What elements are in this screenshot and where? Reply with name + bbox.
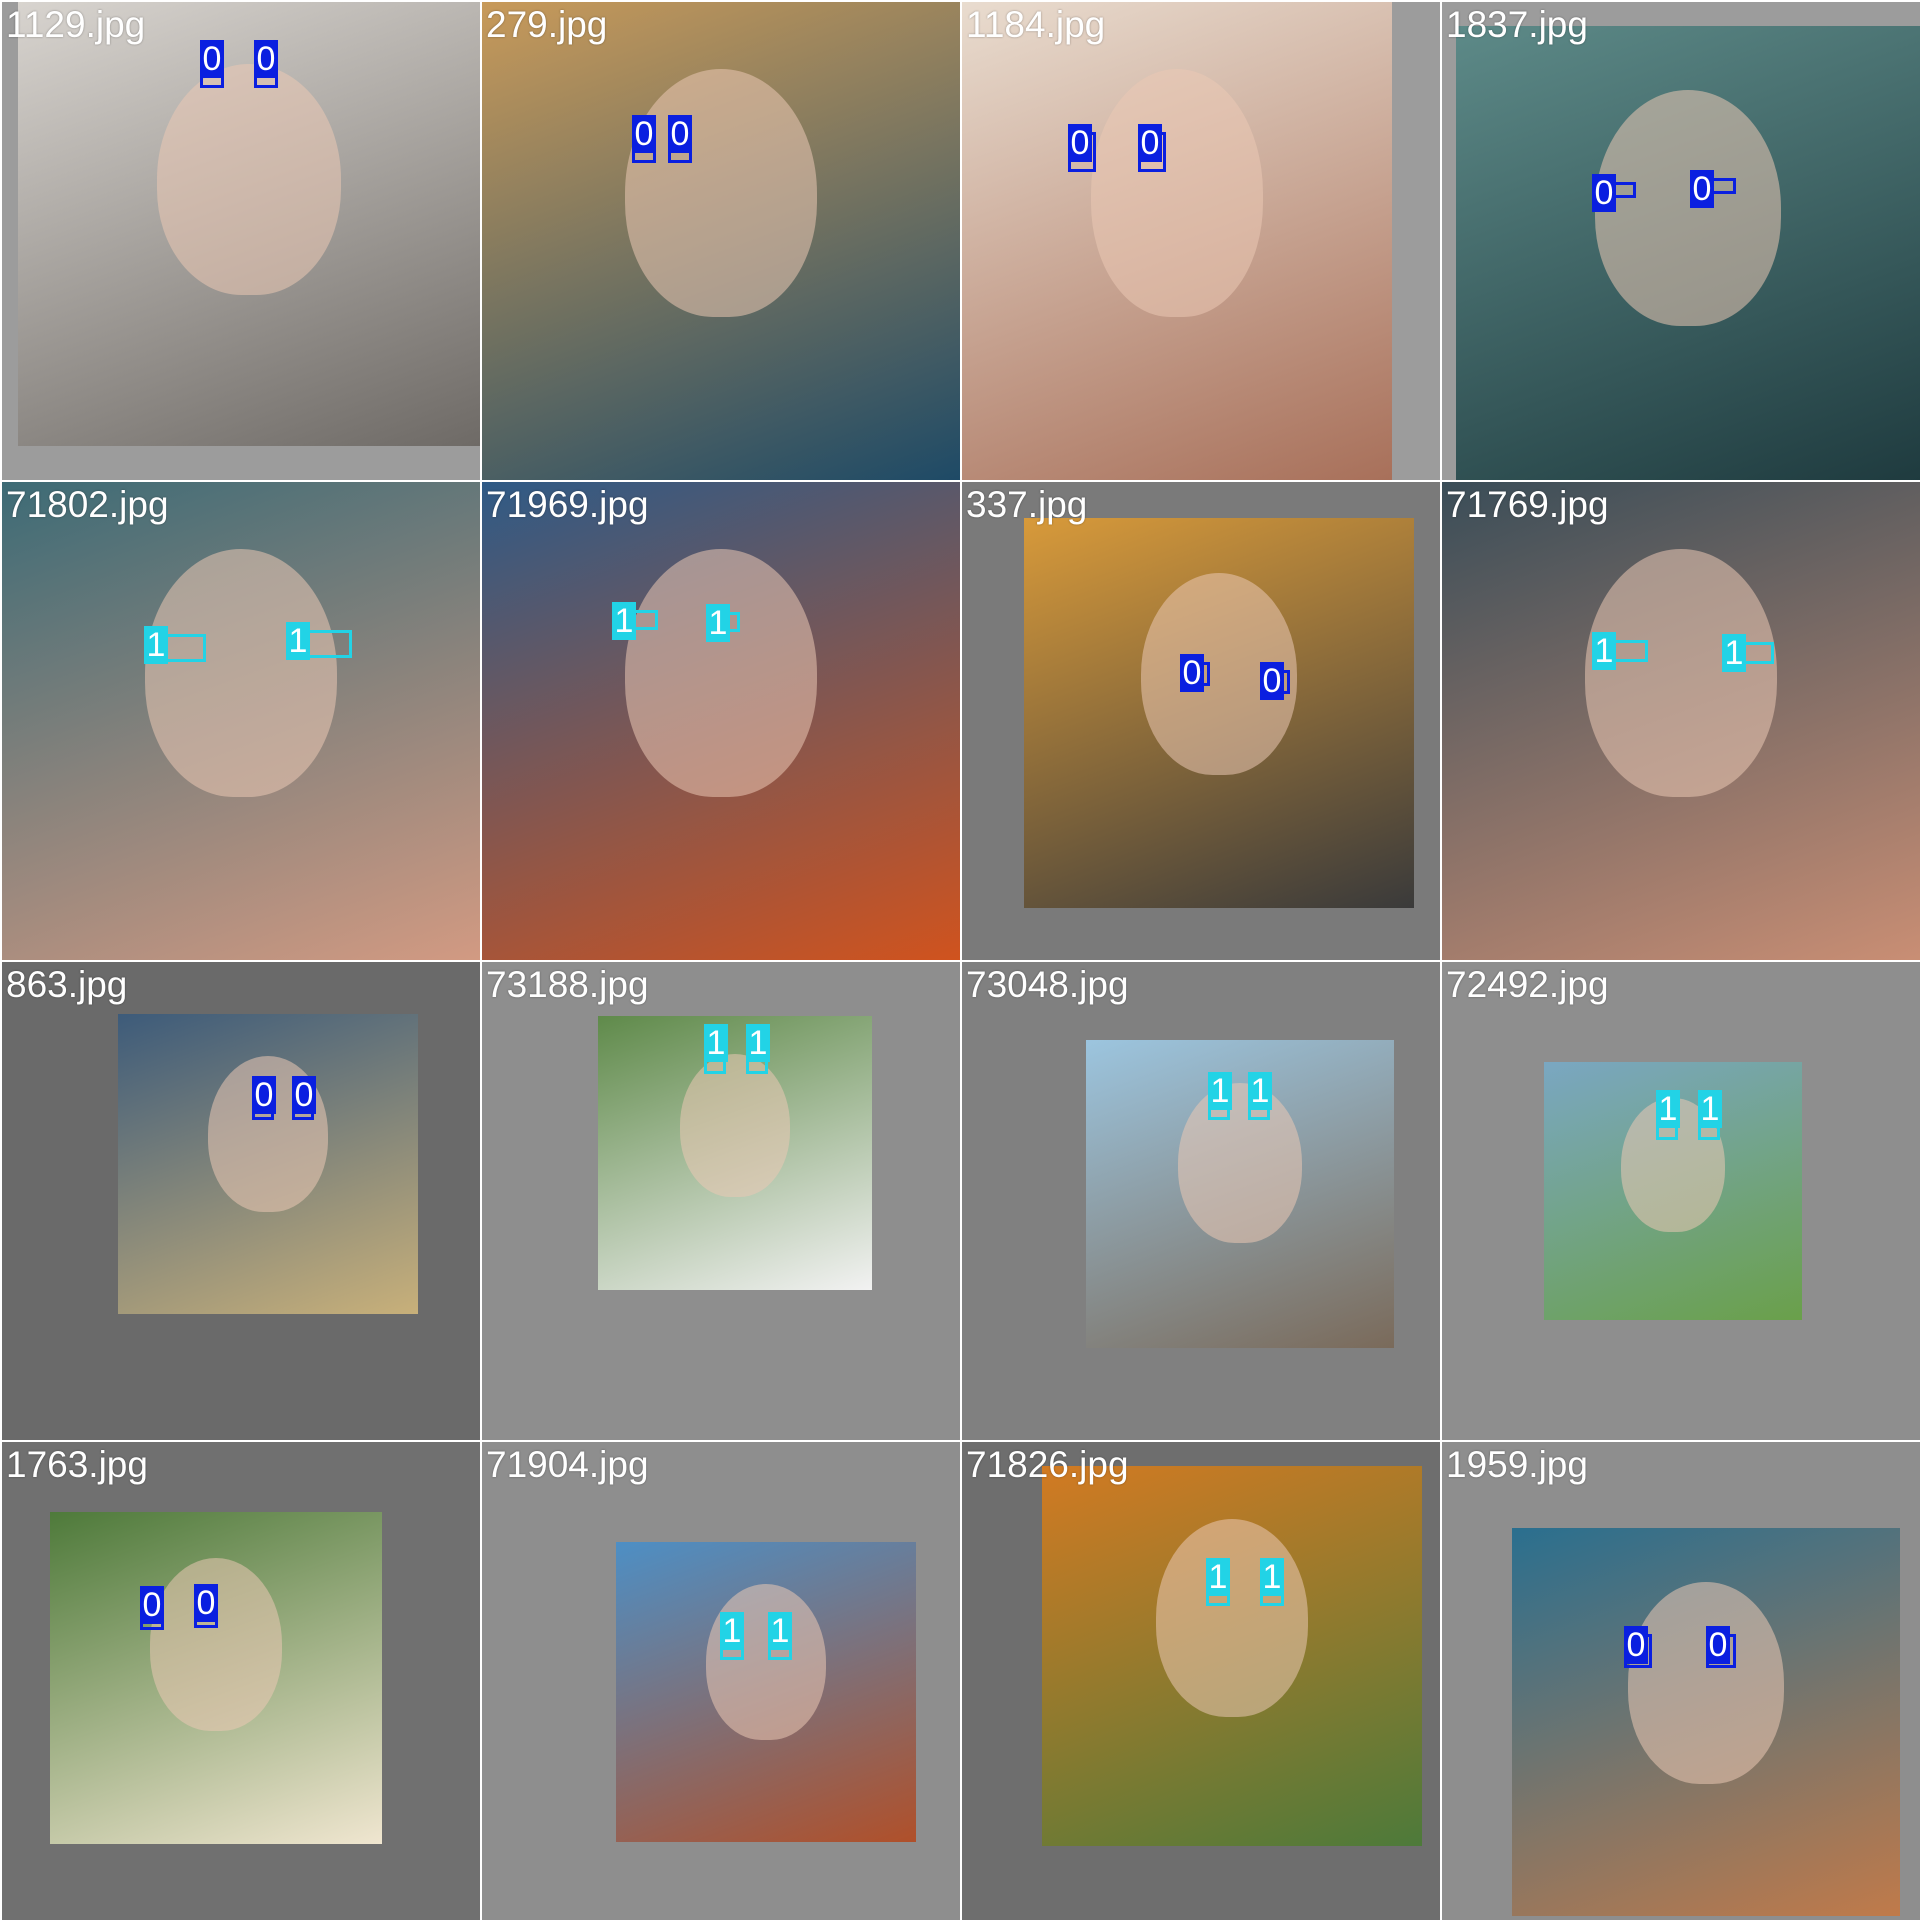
class-label-tag: 0: [252, 1076, 276, 1114]
class-label-tag: 1: [286, 622, 310, 660]
class-label-tag: 0: [1706, 1626, 1730, 1664]
face-silhouette: [680, 1054, 790, 1197]
class-label-tag: 1: [144, 626, 168, 664]
class-label-tag: 1: [1656, 1090, 1680, 1128]
class-label-tag: 0: [140, 1586, 164, 1624]
class-label-tag: 0: [668, 115, 692, 153]
class-label-tag: 1: [746, 1024, 770, 1062]
face-silhouette: [1178, 1083, 1302, 1244]
class-label-tag: 1: [706, 604, 730, 642]
class-label-tag: 1: [1722, 634, 1746, 672]
filename-label: 863.jpg: [6, 964, 128, 1005]
filename-label: 1763.jpg: [6, 1444, 148, 1485]
filename-label: 1129.jpg: [6, 4, 146, 45]
class-label-tag: 1: [612, 602, 636, 640]
portrait-image: [2, 482, 480, 960]
portrait-image: [1456, 26, 1920, 480]
portrait-image: [598, 1016, 872, 1290]
filename-label: 71802.jpg: [6, 484, 169, 525]
mosaic-tile: 71904.jpg 1 1: [482, 1442, 960, 1920]
class-label-tag: 0: [1624, 1626, 1648, 1664]
mosaic-tile: 72492.jpg 1 1: [1442, 962, 1920, 1440]
filename-label: 1184.jpg: [966, 4, 1106, 45]
class-label-tag: 1: [1592, 632, 1616, 670]
portrait-image: [616, 1542, 916, 1842]
filename-label: 73048.jpg: [966, 964, 1129, 1005]
filename-label: 71769.jpg: [1446, 484, 1609, 525]
portrait-image: [50, 1512, 382, 1844]
class-label-tag: 1: [720, 1612, 744, 1650]
class-label-tag: 1: [768, 1612, 792, 1650]
class-label-tag: 1: [1248, 1072, 1272, 1110]
mosaic-tile: 71802.jpg 1 1: [2, 482, 480, 960]
class-label-tag: 1: [1260, 1558, 1284, 1596]
mosaic-tile: 71826.jpg 1 1: [962, 1442, 1440, 1920]
portrait-image: [482, 2, 960, 480]
class-label-tag: 0: [200, 40, 224, 78]
portrait-image: [118, 1014, 418, 1314]
mosaic-tile: 73188.jpg 1 1: [482, 962, 960, 1440]
mosaic-tile: 863.jpg 0 0: [2, 962, 480, 1440]
portrait-image: [1086, 1040, 1394, 1348]
face-silhouette: [625, 548, 817, 798]
face-silhouette: [706, 1584, 826, 1740]
portrait-image: [1042, 1466, 1422, 1846]
mosaic-tile: 1837.jpg 0 0: [1442, 2, 1920, 480]
face-silhouette: [1628, 1582, 1784, 1785]
mosaic-tile: 1763.jpg 0 0: [2, 1442, 480, 1920]
mosaic-tile: 1184.jpg 0 0: [962, 2, 1440, 480]
portrait-image: [962, 2, 1392, 480]
class-label-tag: 0: [1180, 654, 1204, 692]
class-label-tag: 0: [632, 115, 656, 153]
filename-label: 71969.jpg: [486, 484, 649, 525]
mosaic-tile: 1959.jpg 0 0: [1442, 1442, 1920, 1920]
portrait-image: [1024, 518, 1414, 908]
class-label-tag: 0: [292, 1076, 316, 1114]
filename-label: 72492.jpg: [1446, 964, 1609, 1005]
face-silhouette: [1091, 68, 1263, 318]
filename-label: 337.jpg: [966, 484, 1088, 525]
class-label-tag: 1: [1698, 1090, 1722, 1128]
filename-label: 73188.jpg: [486, 964, 649, 1005]
filename-label: 1837.jpg: [1446, 4, 1588, 45]
face-silhouette: [156, 64, 342, 296]
class-label-tag: 0: [254, 40, 278, 78]
mosaic-tile: 71969.jpg 1 1: [482, 482, 960, 960]
portrait-image: [482, 482, 960, 960]
filename-label: 1959.jpg: [1446, 1444, 1588, 1485]
class-label-tag: 1: [1208, 1072, 1232, 1110]
filename-label: 71826.jpg: [966, 1444, 1129, 1485]
mosaic-tile: 279.jpg 0 0: [482, 2, 960, 480]
class-label-tag: 0: [1690, 170, 1714, 208]
class-label-tag: 0: [1138, 124, 1162, 162]
class-label-tag: 0: [1068, 124, 1092, 162]
mosaic-tile: 1129.jpg 0 0: [2, 2, 480, 480]
face-silhouette: [145, 548, 337, 798]
class-label-tag: 0: [1260, 662, 1284, 700]
face-silhouette: [625, 68, 817, 318]
class-label-tag: 1: [1206, 1558, 1230, 1596]
portrait-image: [1442, 482, 1920, 960]
portrait-image: [18, 2, 480, 446]
mosaic-tile: 337.jpg 0 0: [962, 482, 1440, 960]
face-silhouette: [1595, 89, 1781, 326]
portrait-image: [1512, 1528, 1900, 1916]
class-label-tag: 0: [194, 1584, 218, 1622]
mosaic-tile: 71769.jpg 1 1: [1442, 482, 1920, 960]
filename-label: 279.jpg: [486, 4, 608, 45]
class-label-tag: 1: [704, 1024, 728, 1062]
face-silhouette: [1585, 548, 1777, 798]
filename-label: 71904.jpg: [486, 1444, 649, 1485]
mosaic-tile: 73048.jpg 1 1: [962, 962, 1440, 1440]
class-label-tag: 0: [1592, 174, 1616, 212]
face-silhouette: [1156, 1519, 1308, 1717]
